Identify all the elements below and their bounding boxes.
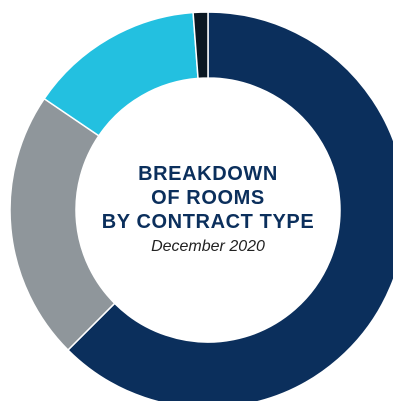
chart-subtitle: December 2020 xyxy=(151,238,265,255)
chart-title-line-2: OF ROOMS xyxy=(151,187,265,209)
chart-center-label: BREAKDOWN OF ROOMS BY CONTRACT TYPE Dece… xyxy=(80,162,336,258)
donut-slice-1 xyxy=(66,11,393,401)
chart-title-line-1: BREAKDOWN xyxy=(138,163,278,185)
chart-title-line-3: BY CONTRACT TYPE xyxy=(101,211,315,233)
donut-slice-4 xyxy=(192,11,209,80)
